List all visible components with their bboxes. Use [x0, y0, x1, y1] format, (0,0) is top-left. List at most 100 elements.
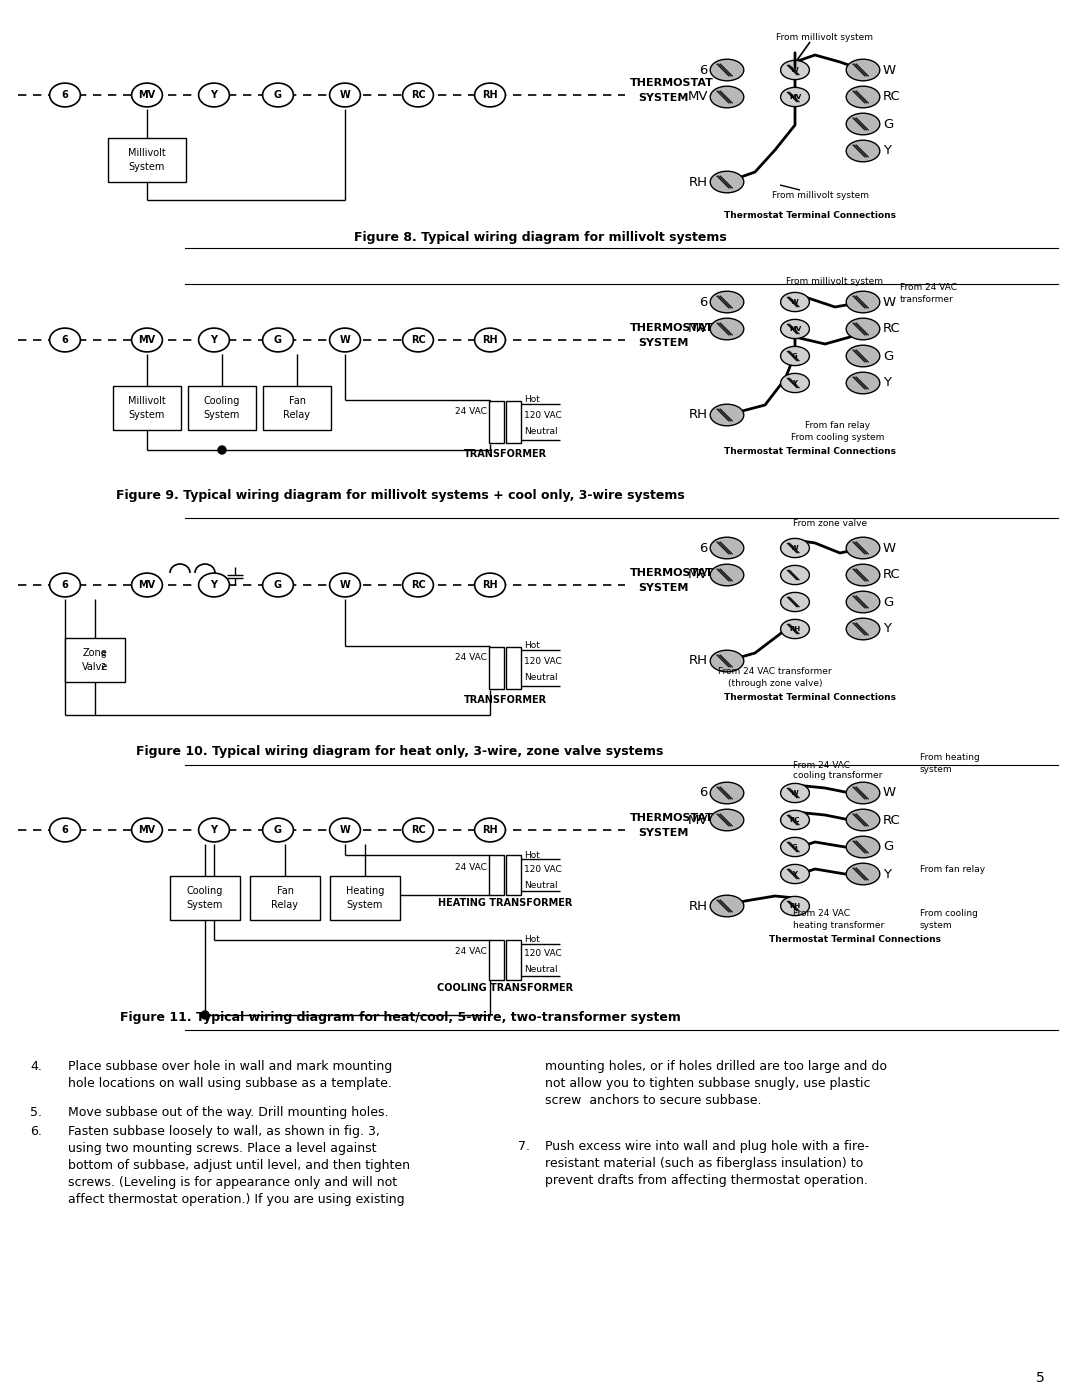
Ellipse shape	[329, 573, 361, 597]
Text: Neutral: Neutral	[524, 673, 557, 683]
Text: 120 VAC: 120 VAC	[524, 657, 562, 665]
Text: Cooling
System: Cooling System	[204, 397, 240, 419]
Text: Millivolt
System: Millivolt System	[129, 397, 166, 419]
Ellipse shape	[711, 650, 744, 672]
Text: SYSTEM: SYSTEM	[638, 583, 688, 592]
Text: From 24 VAC transformer: From 24 VAC transformer	[718, 666, 832, 676]
Bar	[113, 386, 181, 430]
Ellipse shape	[711, 404, 744, 426]
Text: MV: MV	[138, 89, 156, 101]
Text: From millivolt system: From millivolt system	[777, 34, 874, 42]
Ellipse shape	[781, 538, 809, 557]
Text: Thermostat Terminal Connections: Thermostat Terminal Connections	[724, 693, 896, 703]
Text: Y: Y	[883, 868, 891, 880]
Ellipse shape	[847, 837, 880, 858]
Ellipse shape	[329, 819, 361, 842]
Text: Hot: Hot	[524, 395, 540, 405]
Text: Y: Y	[883, 623, 891, 636]
Text: Y: Y	[211, 826, 217, 835]
Text: RC: RC	[883, 569, 901, 581]
Text: THERMOSTAT: THERMOSTAT	[630, 813, 714, 823]
Text: RC: RC	[883, 813, 901, 827]
Bar	[489, 855, 504, 895]
Ellipse shape	[50, 819, 80, 842]
Text: RC: RC	[410, 826, 426, 835]
Text: SYSTEM: SYSTEM	[638, 338, 688, 348]
Ellipse shape	[711, 59, 744, 81]
Text: Figure 9. Typical wiring diagram for millivolt systems + cool only, 3-wire syste: Figure 9. Typical wiring diagram for mil…	[116, 489, 685, 503]
Ellipse shape	[781, 373, 809, 393]
Text: RH: RH	[689, 176, 708, 189]
Text: Neutral: Neutral	[524, 965, 557, 975]
Ellipse shape	[847, 591, 880, 613]
Text: RC: RC	[410, 335, 426, 345]
Text: 6: 6	[62, 826, 68, 835]
Text: Hot: Hot	[524, 641, 540, 651]
Text: 7.: 7.	[518, 1140, 530, 1153]
Ellipse shape	[50, 82, 80, 108]
Circle shape	[201, 1011, 210, 1018]
Ellipse shape	[711, 809, 744, 831]
Text: RH: RH	[482, 826, 498, 835]
Text: Place subbase over hole in wall and mark mounting
hole locations on wall using s: Place subbase over hole in wall and mark…	[68, 1060, 392, 1090]
Ellipse shape	[132, 819, 162, 842]
Ellipse shape	[403, 819, 433, 842]
Ellipse shape	[262, 328, 294, 352]
Text: 4.: 4.	[30, 1060, 42, 1073]
Text: W: W	[792, 299, 799, 305]
Text: W: W	[339, 826, 350, 835]
Ellipse shape	[132, 328, 162, 352]
Bar	[249, 876, 320, 921]
Text: Cooling
System: Cooling System	[187, 887, 224, 909]
Text: W: W	[792, 545, 799, 550]
Text: 120 VAC: 120 VAC	[524, 950, 562, 958]
Bar	[330, 876, 400, 921]
Ellipse shape	[781, 897, 809, 915]
Text: Neutral: Neutral	[524, 427, 557, 436]
Text: MV: MV	[788, 326, 801, 332]
Bar	[489, 401, 504, 443]
Text: RC: RC	[883, 323, 901, 335]
Ellipse shape	[847, 140, 880, 162]
Text: G: G	[274, 580, 282, 590]
Text: heating transformer: heating transformer	[793, 921, 885, 929]
Ellipse shape	[262, 573, 294, 597]
Text: G: G	[883, 595, 893, 609]
Text: W: W	[883, 63, 896, 77]
Text: W: W	[792, 789, 799, 796]
Ellipse shape	[711, 564, 744, 585]
Ellipse shape	[781, 566, 809, 584]
Ellipse shape	[199, 819, 229, 842]
Ellipse shape	[711, 895, 744, 916]
Ellipse shape	[781, 865, 809, 883]
Ellipse shape	[781, 320, 809, 338]
Text: transformer: transformer	[900, 296, 954, 305]
Ellipse shape	[474, 82, 505, 108]
Text: 5.: 5.	[30, 1106, 42, 1119]
Ellipse shape	[847, 113, 880, 134]
Ellipse shape	[711, 291, 744, 313]
Ellipse shape	[781, 346, 809, 366]
Ellipse shape	[847, 538, 880, 559]
Text: From fan relay: From fan relay	[806, 420, 870, 429]
Text: Fan
Relay: Fan Relay	[283, 397, 311, 419]
Text: 24 VAC: 24 VAC	[455, 947, 487, 957]
Text: RC: RC	[410, 89, 426, 101]
Bar	[507, 647, 521, 689]
Text: G: G	[883, 349, 893, 362]
Ellipse shape	[847, 564, 880, 585]
Ellipse shape	[711, 87, 744, 108]
Bar	[489, 940, 504, 981]
Text: G: G	[792, 353, 798, 359]
Text: W: W	[339, 89, 350, 101]
Text: G: G	[883, 117, 893, 130]
Ellipse shape	[847, 809, 880, 831]
Text: SYSTEM: SYSTEM	[638, 828, 688, 838]
Text: 120 VAC: 120 VAC	[524, 411, 562, 419]
Text: 6: 6	[700, 542, 708, 555]
Text: From zone valve: From zone valve	[793, 520, 867, 528]
Ellipse shape	[132, 573, 162, 597]
Ellipse shape	[781, 60, 809, 80]
Text: MV: MV	[138, 826, 156, 835]
Ellipse shape	[329, 328, 361, 352]
